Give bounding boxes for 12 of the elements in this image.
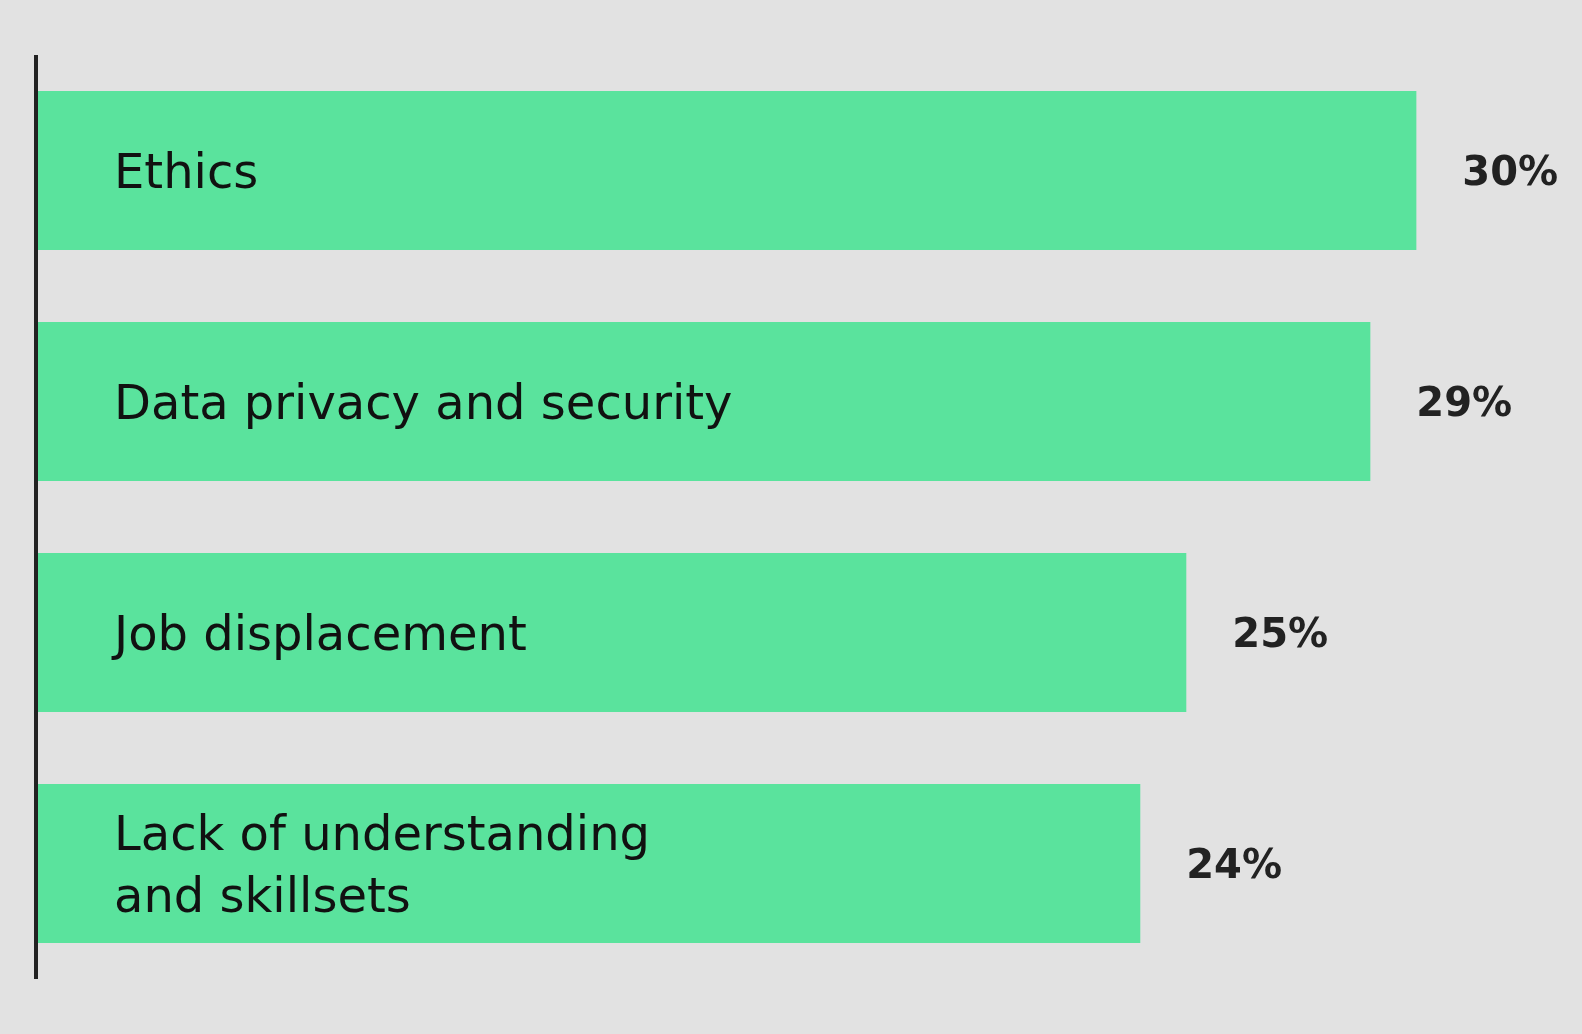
y-tick-label: Ethics [114, 142, 259, 199]
y-tick-label: Job displacement [111, 604, 527, 661]
bar [36, 322, 1371, 481]
y-tick-label: Lack of understanding and skillsets [114, 804, 651, 923]
data-label: 29% [1416, 378, 1513, 425]
bar [36, 553, 1187, 712]
y-tick-label: Data privacy and security [114, 373, 733, 430]
data-label: 25% [1232, 609, 1329, 656]
bar [36, 91, 1417, 250]
data-label: 24% [1186, 840, 1283, 887]
data-label: 30% [1462, 147, 1559, 194]
bar [36, 784, 1141, 943]
